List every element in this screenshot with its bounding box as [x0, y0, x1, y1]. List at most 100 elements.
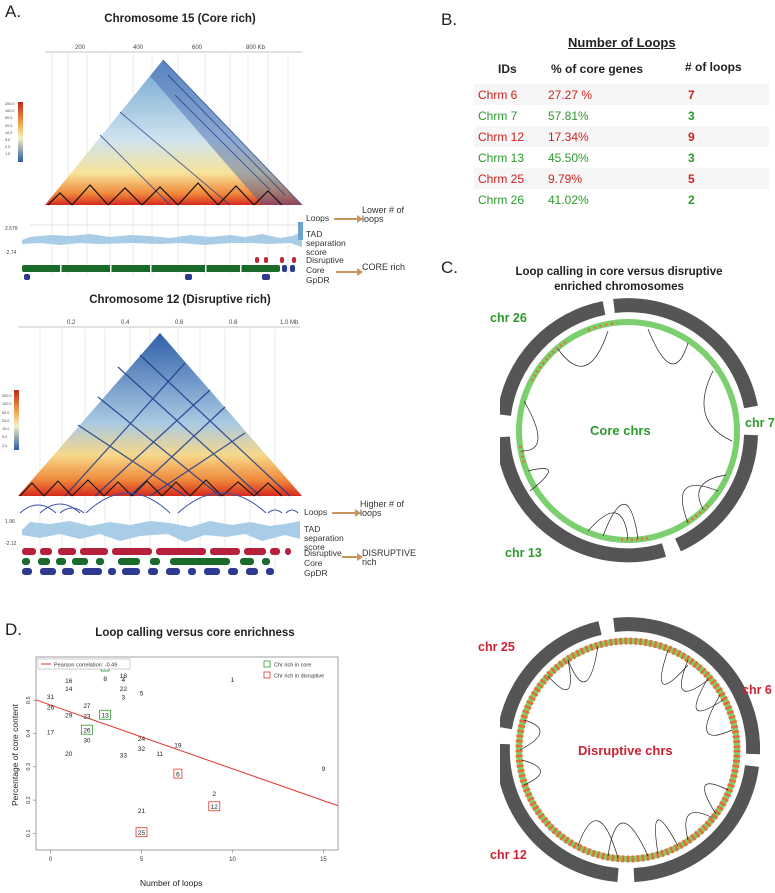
scatter-point-label: 29 [65, 713, 73, 720]
chr15-core-arrow [336, 268, 363, 276]
scatter-point-label: 2 [212, 791, 216, 798]
scatter-point-label: 17 [47, 729, 55, 736]
table-row: Chrm 25 9.79% 5 [474, 168, 769, 189]
scatter-point-label: 19 [174, 742, 182, 749]
chr15-track-loops: Loops [306, 213, 330, 223]
y-tick-label: 0.4 [26, 730, 32, 738]
chr12-loops-note: Higher # of loops [360, 499, 405, 519]
core-chr7-label: chr 7 [745, 416, 775, 430]
disruptive-chr12-label: chr 12 [490, 848, 527, 862]
chr12-color-scale [14, 390, 19, 450]
scatter-plot: 3126171614292027232630781318422333524322… [26, 656, 339, 863]
scatter-point-label: 31 [47, 694, 55, 701]
core-chr13-label: chr 13 [505, 546, 542, 560]
scatter-point-label: 27 [83, 703, 91, 710]
core-center-label: Core chrs [590, 423, 651, 438]
chr15-tick-3: 600 [192, 45, 203, 51]
chr12-tick-4: 0.8 [229, 320, 238, 326]
chr12-track-disruptive: Disruptive [304, 548, 342, 558]
scatter-title: Loop calling versus core enrichness [95, 627, 295, 639]
legend-disruptive-text: Chr rich in disruptive [274, 674, 324, 680]
disruptive-center-label: Disruptive chrs [578, 743, 673, 758]
chr12-scale-labels: 200.0 100.0 50.0 20.0 10.0 5.0 2.0 [2, 394, 12, 448]
scatter-point-label: 32 [138, 746, 146, 753]
chr12-loops-arrow [332, 509, 361, 517]
chr12-track-loops: Loops [304, 507, 328, 517]
table-row: Chrm 7 57.81% 3 [474, 105, 769, 126]
table-row: Chrm 26 41.02% 2 [474, 189, 769, 210]
chr15-scale-labels: 200.0 100.0 50.0 20.0 10.0 5.0 2.0 1.0 [5, 102, 15, 157]
chr15-loops-note: Lower # of loops [362, 205, 405, 225]
chr12-disruptive-arrow [342, 553, 363, 561]
table-header-loops: # of loops [685, 60, 742, 74]
scatter-point-label: 26 [47, 704, 55, 711]
chr12-track-tad: TAD separation score [304, 524, 344, 552]
chr12-heatmap-triangle [18, 333, 302, 496]
correlation-legend-text: Pearson correlation: -0.49 [54, 663, 117, 669]
chr12-tick-2: 0.4 [121, 320, 130, 326]
x-tick-label: 5 [140, 857, 144, 863]
x-tick-label: 15 [320, 857, 327, 863]
chr15-tad-min: -2.74 [5, 250, 17, 256]
chr15-track-disruptive: Disruptive [306, 255, 344, 265]
table-row: Chrm 13 45.50% 3 [474, 147, 769, 168]
table-row: Chrm 6 27.27 % 7 [474, 84, 769, 105]
circos-title: Loop calling in core versus disruptive e… [515, 266, 723, 293]
legend-core-text: Chr rich in core [274, 663, 311, 669]
scatter-point-label: 33 [120, 753, 128, 760]
disruptive-orange-track [515, 637, 741, 863]
chr15-heatmap-triangle [45, 60, 302, 205]
scatter-point-label: 18 [120, 673, 128, 680]
chr12-tick-5: 1.0 Mb [280, 320, 299, 326]
chr12-tad-min: -2.12 [5, 541, 17, 547]
chr12-disruptive-track [22, 548, 291, 555]
table-header-ids: IDs [498, 62, 517, 76]
table-title: Number of Loops [568, 35, 676, 50]
scatter-point-label: 14 [65, 686, 73, 693]
scatter-point-label: 5 [140, 690, 144, 697]
x-tick-label: 0 [49, 857, 53, 863]
scatter-point-box [173, 768, 183, 779]
chr12-tad-max: 1.96 [5, 519, 15, 525]
chr12-tick-1: 0.2 [67, 320, 76, 326]
y-tick-label: 0.1 [26, 830, 32, 838]
disruptive-chr25-label: chr 25 [478, 640, 515, 654]
chr12-disruptive-note: DISRUPTIVE rich [362, 548, 417, 568]
loops-table: Chrm 6 27.27 % 7 Chrm 7 57.81% 3 Chrm 12 17.3… [474, 84, 769, 210]
panel-c-label: C. [441, 258, 458, 277]
disruptive-chr6-label: chr 6 [742, 683, 772, 697]
scatter-point-label: 30 [83, 738, 91, 745]
scatter-point-label: 6 [176, 772, 180, 779]
chr12-track-core: Core [304, 558, 323, 568]
chr12-tad-track [22, 521, 300, 530]
scatter-point-label: 23 [83, 714, 91, 721]
x-tick-label: 10 [229, 857, 236, 863]
legend-disruptive-swatch [263, 671, 271, 679]
chr15-hic-figure [18, 51, 303, 280]
scatter-point-label: 24 [138, 736, 146, 743]
scatter-plot-area [35, 656, 339, 851]
panel-b-label: B. [441, 10, 458, 29]
y-axis-label: Percentage of core content [10, 703, 20, 807]
scatter-point-box [208, 801, 221, 812]
legend-core-swatch [263, 660, 271, 668]
chr12-hic-figure [14, 326, 302, 575]
chr15-color-scale [18, 102, 23, 162]
chr15-track-tad: TAD separation score [306, 229, 346, 257]
scatter-point-label: 8 [103, 676, 107, 683]
disruptive-circos [500, 617, 760, 882]
scatter-point-label: 21 [138, 808, 146, 815]
chr15-tick-2: 400 [133, 45, 144, 51]
chr15-tad-track [22, 233, 300, 240]
panel-d-label: D. [5, 620, 22, 639]
scatter-point-label: 16 [65, 678, 73, 685]
scatter-point-label: 20 [65, 751, 73, 758]
chr12-title: Chromosome 12 (Disruptive rich) [89, 294, 271, 306]
scatter-point-label: 26 [83, 728, 91, 735]
y-tick-label: 0.2 [26, 796, 32, 804]
scatter-point-label: 11 [156, 751, 163, 758]
scatter-point-label: 13 [102, 713, 110, 720]
panel-a-label: A. [5, 2, 22, 21]
scatter-point-label: 22 [120, 686, 128, 693]
scatter-point-label: 9 [322, 766, 326, 773]
